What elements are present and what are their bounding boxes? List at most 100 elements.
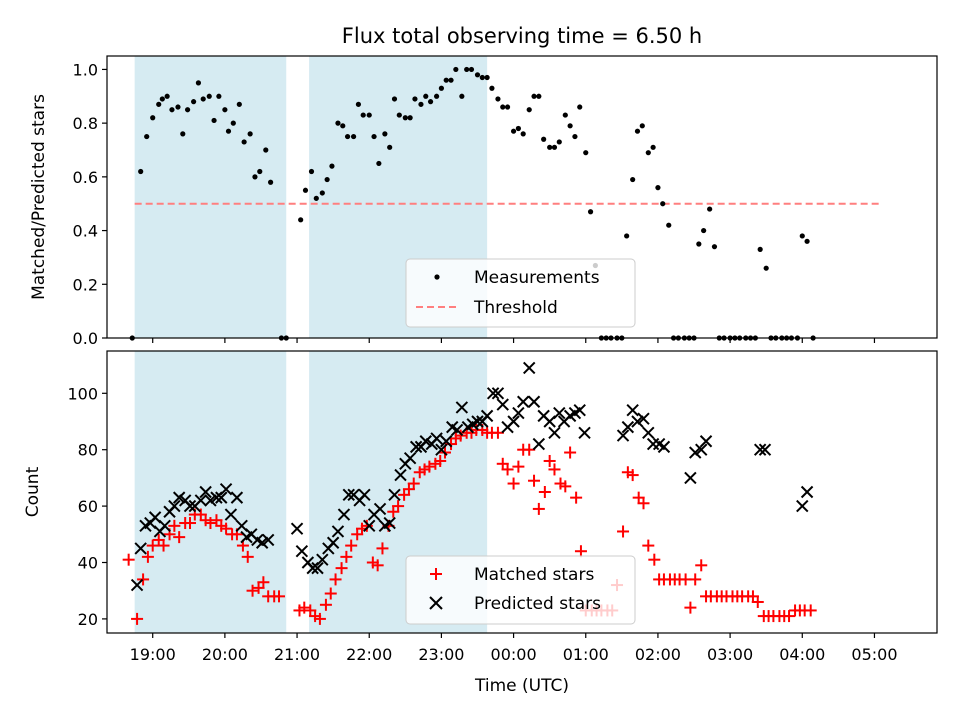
bottom-ytick-label-4: 100: [67, 384, 98, 403]
measurement-point-29: [298, 217, 304, 223]
measurement-point-77: [547, 144, 553, 150]
measurement-point-126: [799, 233, 805, 239]
predicted-star-point-82: [573, 404, 586, 417]
matched-star-point-56: [434, 454, 447, 467]
measurement-point-31: [308, 168, 315, 175]
measurement-point-65: [484, 74, 490, 81]
measurement-point-64: [479, 74, 485, 81]
xtick-label-3: 22:00: [346, 645, 392, 664]
measurement-point-16: [216, 93, 222, 99]
measurement-point-23: [252, 174, 258, 180]
measurement-point-72: [520, 131, 526, 137]
predicted-star-point-34: [326, 536, 340, 549]
predicted-star-point-92: [657, 440, 671, 454]
measurement-point-36: [335, 120, 341, 126]
measurement-point-14: [206, 93, 212, 99]
measurement-point-24: [257, 168, 263, 175]
matched-star-point-77: [543, 454, 556, 467]
measurement-point-57: [443, 77, 449, 83]
xtick-label-7: 02:00: [635, 645, 681, 664]
matched-star-point-73: [523, 443, 536, 456]
bottom-ytick-label-0: 20: [78, 610, 98, 629]
measurement-point-19: [230, 120, 236, 126]
measurement-point-20: [236, 101, 242, 107]
bottom-x-ticks: 19:00 20:00 21:00 22:00 23:00 00:00 01:00 02:00…: [130, 633, 898, 664]
predicted-star-point-65: [486, 387, 500, 400]
matched-star-point-11: [184, 517, 196, 530]
predicted-star-point-62: [471, 415, 484, 428]
top-ytick-label-3: 0.6: [73, 168, 98, 187]
predicted-star-point-36: [337, 508, 351, 521]
matched-star-point-71: [512, 460, 525, 473]
matched-star-point-34: [319, 598, 332, 611]
measurement-point-45: [382, 131, 388, 137]
xtick-label-8: 03:00: [707, 645, 753, 664]
matched-star-point-39: [345, 539, 358, 552]
predicted-star-point-40: [358, 488, 371, 502]
bottom-y-ticks: 20 40 60 80 100: [67, 384, 107, 629]
measurement-point-94: [634, 128, 641, 134]
predicted-star-point-46: [388, 488, 401, 502]
bottom-panel: 20 40 60 80 100 19:00 20:00 21:00 22:00 23:00 00:…: [23, 350, 938, 696]
measurement-point-100: [666, 222, 672, 228]
matched-star-point-70: [507, 477, 520, 490]
measurement-point-10: [184, 107, 191, 113]
predicted-star-point-97: [753, 443, 767, 456]
measurement-point-62: [468, 66, 475, 73]
measurement-point-30: [302, 187, 309, 193]
measurement-point-70: [510, 128, 517, 134]
measurement-point-84: [583, 150, 589, 156]
predicted-star-point-93: [684, 471, 697, 485]
predicted-star-point-71: [516, 395, 530, 408]
measurement-point-42: [366, 112, 372, 118]
matched-star-point-30: [298, 601, 311, 614]
top-ytick-label-0: 0.0: [73, 329, 98, 348]
matched-star-point-48: [392, 500, 405, 513]
matched-star-point-18: [220, 522, 233, 535]
measurement-point-49: [402, 115, 408, 121]
predicted-star-point-78: [553, 406, 566, 420]
measurement-point-99: [660, 201, 666, 207]
matched-star-point-44: [371, 559, 384, 572]
measurement-point-82: [572, 133, 578, 140]
xtick-label-5: 00:00: [491, 645, 537, 664]
measurement-point-54: [427, 99, 434, 105]
measurement-point-21: [241, 139, 247, 145]
matched-star-point-1: [131, 612, 144, 625]
bottom-ytick-label-1: 40: [78, 554, 98, 573]
measurement-point-15: [211, 117, 217, 124]
measurement-point-96: [645, 150, 651, 156]
matched-star-point-96: [642, 539, 655, 552]
predicted-star-point-13: [194, 494, 208, 507]
predicted-star-point-37: [342, 488, 355, 502]
xtick-label-4: 23:00: [418, 645, 464, 664]
predicted-star-point-17: [215, 491, 228, 504]
legend-threshold-label: Threshold: [473, 298, 558, 318]
matched-star-point-45: [376, 542, 389, 555]
predicted-star-point-11: [183, 499, 197, 513]
predicted-star-point-59: [455, 401, 469, 414]
xtick-label-6: 01:00: [563, 645, 609, 664]
matched-star-point-105: [689, 573, 702, 586]
top-panel: 0.0 0.2 0.4 0.6 0.8 1.0 Matched/Predicted sta…: [29, 55, 938, 348]
predicted-star-point-85: [621, 420, 635, 434]
predicted-star-point-89: [642, 426, 655, 439]
matched-star-point-74: [528, 474, 541, 487]
predicted-star-point-41: [363, 519, 376, 533]
predicted-star-point-52: [419, 435, 432, 448]
matched-star-point-8: [168, 519, 181, 532]
measurement-point-75: [536, 93, 542, 99]
predicted-star-point-6: [158, 519, 171, 533]
matched-star-point-75: [532, 502, 545, 515]
predicted-star-point-66: [491, 387, 505, 400]
matched-star-point-117: [751, 595, 764, 608]
xtick-label-0: 19:00: [130, 645, 176, 664]
predicted-star-point-47: [394, 468, 407, 482]
measurement-point-109: [711, 244, 718, 250]
measurement-point-3: [150, 115, 156, 121]
predicted-star-point-56: [440, 435, 453, 448]
measurement-point-37: [340, 123, 346, 129]
measurement-point-26: [267, 179, 274, 185]
measurement-point-58: [448, 77, 454, 83]
